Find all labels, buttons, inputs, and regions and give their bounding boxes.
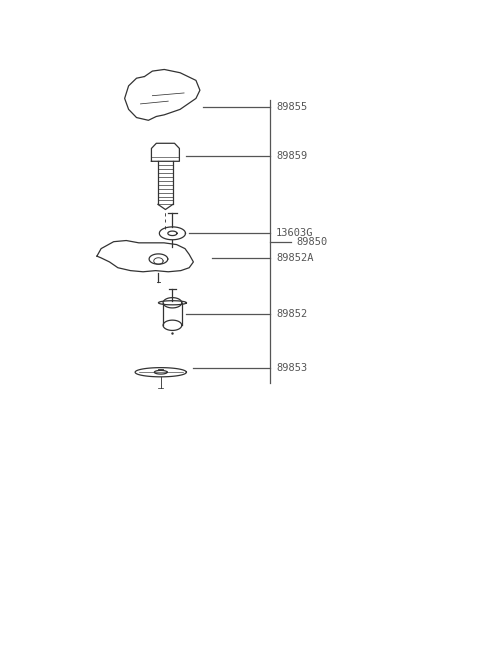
- Text: 89852A: 89852A: [276, 253, 313, 263]
- Text: 89852: 89852: [276, 309, 307, 319]
- Text: 89859: 89859: [276, 151, 307, 161]
- Text: 89853: 89853: [276, 363, 307, 373]
- Text: 89855: 89855: [276, 102, 307, 112]
- Text: 13603G: 13603G: [276, 229, 313, 238]
- Text: 89850: 89850: [296, 237, 327, 246]
